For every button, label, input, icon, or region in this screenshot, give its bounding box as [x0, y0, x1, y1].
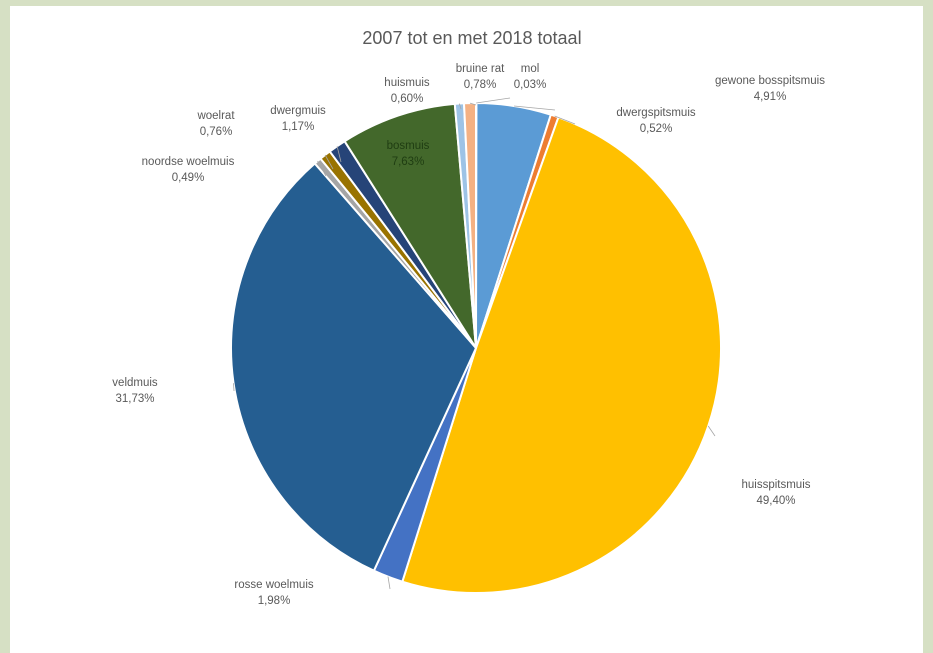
slice-label-bruine-rat: bruine rat 0,78% [456, 63, 505, 91]
slice-label-huismuis: huismuis 0,60% [384, 77, 430, 105]
slice-label-gewone-bosspitsmuis: gewone bosspitsmuis 4,91% [715, 75, 825, 103]
leader-line-gewone-bosspitsmuis [514, 105, 556, 111]
leader-line-dwergmuis [336, 146, 342, 163]
leader-line-mol [476, 97, 511, 104]
leader-line-huismuis [459, 103, 462, 110]
slice-label-rosse-woelmuis: rosse woelmuis 1,98% [234, 579, 313, 607]
slice-label-huisspitsmuis: huisspitsmuis 49,40% [741, 479, 810, 507]
leader-line-woelrat [324, 154, 334, 170]
leader-line-huisspitsmuis [707, 425, 716, 437]
leader-line-dwergspitsmuis [554, 115, 576, 125]
pie-chart: 2007 tot en met 2018 totaal mol 0,03% gewo… [112, 28, 825, 607]
pie-slice-bruine-rat [462, 101, 477, 349]
leader-line-veldmuis [233, 383, 235, 392]
slice-label-dwergspitsmuis: dwergspitsmuis 0,52% [616, 107, 695, 135]
slice-label-mol: mol 0,03% [514, 63, 547, 91]
leader-line-noordse-woelmuis [317, 160, 327, 177]
chart-area: 2007 tot en met 2018 totaal mol 0,03% gewo… [10, 6, 923, 653]
chart-title: 2007 tot en met 2018 totaal [362, 28, 581, 48]
leader-line-rosse-woelmuis [387, 576, 391, 590]
pie-slice-bosmuis [343, 102, 477, 349]
slice-label-veldmuis: veldmuis 31,73% [112, 377, 158, 405]
slice-label-dwergmuis: dwergmuis 1,17% [270, 105, 326, 133]
slice-label-woelrat: woelrat 0,76% [196, 110, 235, 138]
leader-line-bruine-rat [469, 102, 477, 106]
slice-label-noordse-woelmuis: noordse woelmuis 0,49% [142, 156, 235, 184]
slice-label-bosmuis: bosmuis 7,63% [387, 140, 430, 168]
